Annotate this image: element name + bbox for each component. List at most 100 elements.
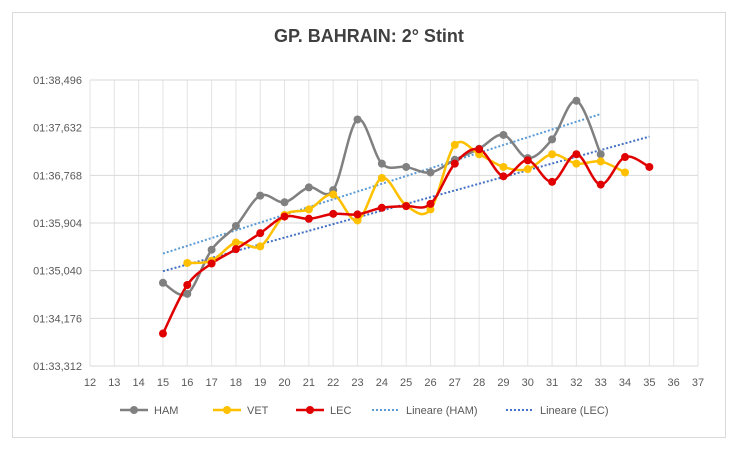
x-tick-label: 22 <box>327 377 339 389</box>
data-point-lec <box>426 199 435 208</box>
data-point-vet <box>621 168 630 177</box>
data-point-vet <box>304 205 313 214</box>
data-point-ham <box>231 221 240 230</box>
data-point-ham <box>158 278 167 287</box>
data-point-vet <box>548 150 557 159</box>
data-point-ham <box>353 115 362 124</box>
data-point-ham <box>183 289 192 298</box>
data-point-vet <box>183 258 192 267</box>
x-tick-label: 16 <box>181 377 193 389</box>
data-point-lec <box>402 202 411 211</box>
data-point-ham <box>256 191 265 200</box>
data-point-vet <box>572 159 581 168</box>
legend-label-lineare-lec: Lineare (LEC) <box>540 405 608 417</box>
y-tick-label: 01:36,768 <box>33 170 82 182</box>
data-point-lec <box>353 210 362 219</box>
data-point-lec <box>596 180 605 189</box>
y-tick-label: 01:33,312 <box>33 361 82 373</box>
y-tick-label: 01:38,496 <box>33 75 82 87</box>
data-point-ham <box>426 168 435 177</box>
y-tick-label: 01:35,904 <box>33 218 82 230</box>
x-tick-label: 20 <box>278 377 290 389</box>
data-point-lec <box>475 145 484 154</box>
data-point-lec <box>304 214 313 223</box>
legend-marker-vet <box>223 406 231 414</box>
data-point-lec <box>377 203 386 212</box>
y-axis-tick-labels: 01:33,312 01:34,176 01:35,040 01:35,904 01:3… <box>33 75 82 373</box>
data-point-vet <box>377 173 386 182</box>
legend-marker-ham <box>130 406 138 414</box>
data-point-lec <box>158 329 167 338</box>
y-tick-label: 01:34,176 <box>33 313 82 325</box>
x-tick-label: 18 <box>230 377 242 389</box>
data-point-vet <box>353 216 362 225</box>
x-tick-label: 31 <box>546 377 558 389</box>
data-point-lec <box>329 209 338 218</box>
data-point-vet <box>499 162 508 171</box>
x-tick-label: 37 <box>692 377 704 389</box>
data-point-vet <box>450 140 459 149</box>
data-point-lec <box>548 177 557 186</box>
data-point-ham <box>499 130 508 139</box>
x-axis-tick-labels: 12 13 14 15 16 17 18 19 20 21 22 23 24 25 26 27 28 29 30 31… <box>84 377 704 389</box>
chart-title: GP. BAHRAIN: 2° Stint <box>274 26 464 46</box>
x-tick-label: 23 <box>351 377 363 389</box>
data-point-lec <box>523 156 532 165</box>
x-tick-label: 21 <box>303 377 315 389</box>
data-point-ham <box>402 162 411 171</box>
x-tick-label: 33 <box>595 377 607 389</box>
y-tick-label: 01:37,632 <box>33 123 82 135</box>
data-point-vet <box>426 205 435 214</box>
data-point-lec <box>645 162 654 171</box>
data-point-lec <box>572 150 581 159</box>
data-point-lec <box>256 229 265 238</box>
data-point-lec <box>183 281 192 290</box>
x-tick-label: 30 <box>522 377 534 389</box>
x-tick-label: 35 <box>643 377 655 389</box>
data-point-vet <box>231 238 240 247</box>
legend-marker-lec <box>306 406 314 414</box>
data-point-vet <box>329 190 338 199</box>
data-point-ham <box>548 135 557 144</box>
legend-label-ham: HAM <box>154 405 178 417</box>
data-point-ham <box>207 245 216 254</box>
x-tick-label: 25 <box>400 377 412 389</box>
x-tick-label: 24 <box>376 377 388 389</box>
series-points <box>158 96 654 338</box>
x-tick-label: 14 <box>133 377 145 389</box>
data-point-lec <box>621 153 630 162</box>
data-point-vet <box>523 165 532 174</box>
trendline-lineare-ham <box>162 113 602 255</box>
x-tick-label: 32 <box>570 377 582 389</box>
data-point-ham <box>572 96 581 105</box>
legend-label-vet: VET <box>247 405 269 417</box>
x-tick-label: 19 <box>254 377 266 389</box>
x-tick-label: 36 <box>668 377 680 389</box>
x-tick-label: 34 <box>619 377 631 389</box>
data-point-ham <box>304 183 313 192</box>
data-point-vet <box>596 157 605 166</box>
x-tick-label: 12 <box>84 377 96 389</box>
x-tick-label: 13 <box>108 377 120 389</box>
x-tick-label: 29 <box>497 377 509 389</box>
data-point-lec <box>499 172 508 181</box>
data-point-lec <box>207 259 216 268</box>
x-tick-label: 26 <box>424 377 436 389</box>
legend-label-lec: LEC <box>330 405 351 417</box>
x-tick-label: 27 <box>449 377 461 389</box>
data-point-ham <box>596 150 605 159</box>
grid-lines <box>89 79 699 367</box>
legend-label-lineare-ham: Lineare (HAM) <box>406 405 478 417</box>
legend: HAM VET LEC Lineare (HAM) Lineare (LEC) <box>120 405 608 417</box>
data-point-ham <box>280 198 289 207</box>
x-tick-label: 28 <box>473 377 485 389</box>
data-point-vet <box>256 242 265 251</box>
y-tick-label: 01:35,040 <box>33 266 82 278</box>
x-tick-label: 17 <box>205 377 217 389</box>
data-point-lec <box>450 159 459 168</box>
data-point-lec <box>280 212 289 221</box>
chart-frame <box>12 12 726 438</box>
data-point-lec <box>231 245 240 254</box>
x-tick-label: 15 <box>157 377 169 389</box>
